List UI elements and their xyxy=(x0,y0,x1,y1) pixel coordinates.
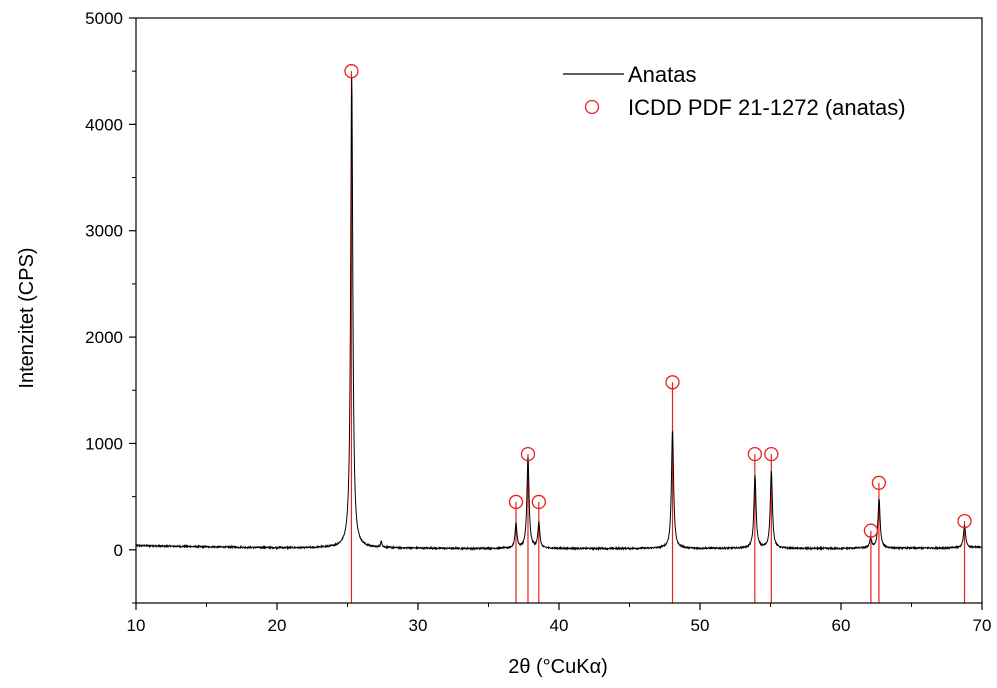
y-tick-label: 4000 xyxy=(85,115,123,134)
reference-marker xyxy=(863,523,879,538)
x-tick-label: 20 xyxy=(268,616,287,635)
y-tick-label: 3000 xyxy=(85,222,123,241)
x-tick-label: 30 xyxy=(409,616,428,635)
x-tick-label: 40 xyxy=(550,616,569,635)
legend: Anatas ICDD PDF 21-1272 (anatas) xyxy=(563,62,906,120)
reference-marker xyxy=(764,446,779,462)
reference-marker xyxy=(344,64,359,79)
reference-marker xyxy=(747,446,762,462)
reference-marker xyxy=(871,475,887,490)
y-axis-title: Intenzitet (CPS) xyxy=(16,247,38,388)
y-tick-label: 1000 xyxy=(85,434,123,453)
y-tick-label: 2000 xyxy=(85,328,123,347)
x-tick-label: 60 xyxy=(832,616,851,635)
y-tick-label: 5000 xyxy=(85,9,123,28)
reference-marker xyxy=(531,494,546,510)
x-tick-label: 70 xyxy=(973,616,992,635)
reference-marker xyxy=(508,494,524,510)
reference-lines-layer xyxy=(350,71,966,603)
reference-marker xyxy=(665,375,680,390)
reference-markers-layer xyxy=(344,64,972,538)
x-tick-label: 10 xyxy=(127,616,146,635)
legend-label-anatas: Anatas xyxy=(628,62,697,87)
x-tick-label: 50 xyxy=(691,616,710,635)
reference-marker xyxy=(957,513,972,529)
reference-marker xyxy=(520,446,536,462)
anatas-series-line xyxy=(135,77,983,552)
x-axis-title: 2θ (°CuKα) xyxy=(508,656,608,678)
y-tick-label: 0 xyxy=(114,541,123,560)
legend-swatch-circle xyxy=(584,99,600,115)
axis-ticks-layer: 10 20 30 40 50 60 70 0 1000 2000 3000 4000 5000 xyxy=(85,9,991,635)
legend-label-icdd: ICDD PDF 21-1272 (anatas) xyxy=(628,95,906,120)
